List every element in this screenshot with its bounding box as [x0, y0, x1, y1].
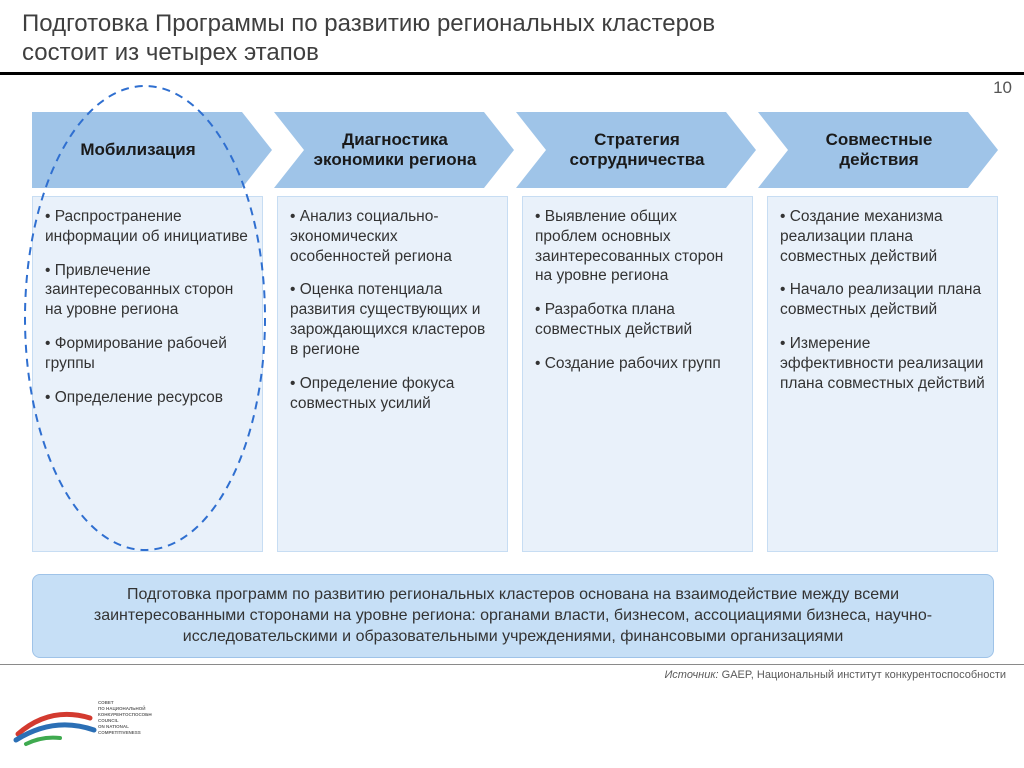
- process-arrow: Мобилизация: [32, 112, 272, 188]
- stage-card-item: • Создание механизма реализации плана со…: [780, 207, 985, 266]
- source-line: Источник: GAEP, Национальный институт ко…: [664, 669, 1006, 681]
- stage-card-item: • Измерение эффективности реализации пла…: [780, 334, 985, 393]
- stage-card: • Создание механизма реализации плана со…: [767, 196, 998, 552]
- summary-box: Подготовка программ по развитию регионал…: [32, 574, 994, 658]
- stage-card-row: • Распространение информации об инициати…: [32, 196, 998, 552]
- stage-card-item: • Формирование рабочей группы: [45, 334, 250, 374]
- svg-text:ON NATIONAL: ON NATIONAL: [98, 724, 129, 729]
- stage-card-item: • Выявление общих проблем основных заинт…: [535, 207, 740, 286]
- title-line-2: состоит из четырех этапов: [22, 39, 319, 66]
- svg-text:ПО НАЦИОНАЛЬНОЙ: ПО НАЦИОНАЛЬНОЙ: [98, 704, 145, 711]
- page-title: Подготовка Программы по развитию региона…: [22, 10, 982, 68]
- stage-card-item: • Оценка потенциала развития существующи…: [290, 280, 495, 359]
- stage-card-item: • Привлечение заинтересованных сторон на…: [45, 261, 250, 320]
- process-arrow-row: Мобилизация Диагностика экономики региона…: [32, 112, 998, 188]
- summary-text: Подготовка программ по развитию регионал…: [94, 586, 932, 645]
- stage-card-item: • Разработка плана совместных действий: [535, 300, 740, 340]
- process-arrow-label: Совместные действия: [788, 112, 974, 188]
- stage-card: • Выявление общих проблем основных заинт…: [522, 196, 753, 552]
- page-number: 10: [993, 78, 1012, 98]
- footer-divider: [0, 664, 1024, 665]
- stage-card-item: • Создание рабочих групп: [535, 354, 740, 374]
- stage-card-item: • Распространение информации об инициати…: [45, 207, 250, 247]
- stage-card: • Анализ социально-экономических особенн…: [277, 196, 508, 552]
- stage-card-item: • Начало реализации плана совместных дей…: [780, 280, 985, 320]
- stage-card: • Распространение информации об инициати…: [32, 196, 263, 552]
- slide: Подготовка Программы по развитию региона…: [0, 0, 1024, 768]
- svg-text:КОНКУРЕНТОСПОСОБНОСТИ: КОНКУРЕНТОСПОСОБНОСТИ: [98, 712, 152, 717]
- process-arrow-label: Стратегия сотрудничества: [546, 112, 732, 188]
- process-arrow: Совместные действия: [758, 112, 998, 188]
- stage-card-item: • Анализ социально-экономических особенн…: [290, 207, 495, 266]
- source-label: Источник:: [664, 669, 718, 681]
- process-arrow: Стратегия сотрудничества: [516, 112, 756, 188]
- process-arrow: Диагностика экономики региона: [274, 112, 514, 188]
- logo: СОВЕТПО НАЦИОНАЛЬНОЙКОНКУРЕНТОСПОСОБНОСТ…: [12, 698, 152, 756]
- stage-card-item: • Определение фокуса совместных усилий: [290, 374, 495, 414]
- title-divider: [0, 72, 1024, 75]
- svg-text:COUNCIL: COUNCIL: [98, 718, 119, 723]
- source-value: GAEP, Национальный институт конкурентосп…: [722, 669, 1006, 681]
- stage-card-item: • Определение ресурсов: [45, 388, 250, 408]
- svg-text:COMPETITIVENESS: COMPETITIVENESS: [98, 730, 141, 735]
- svg-text:СОВЕТ: СОВЕТ: [98, 700, 114, 705]
- process-arrow-label: Мобилизация: [32, 112, 248, 188]
- title-line-1: Подготовка Программы по развитию региона…: [22, 10, 715, 37]
- process-arrow-label: Диагностика экономики региона: [304, 112, 490, 188]
